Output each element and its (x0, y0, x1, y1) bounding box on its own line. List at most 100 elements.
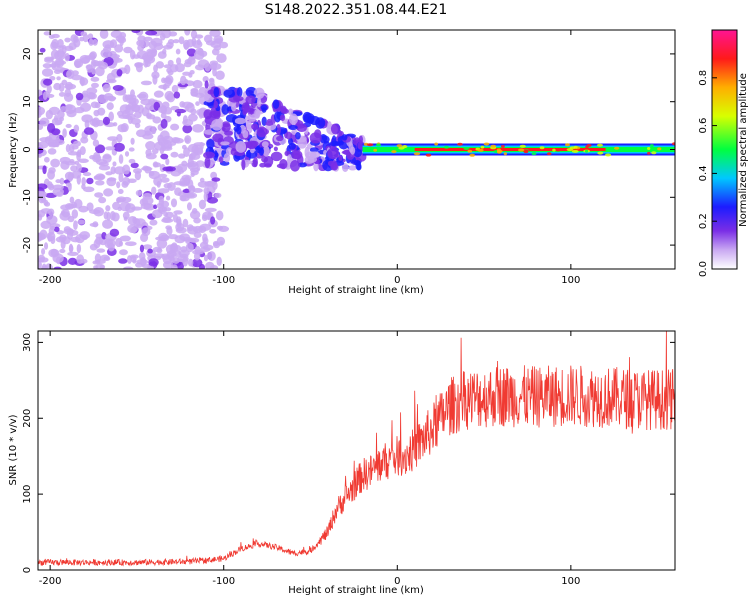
spectrogram-noise-cell (42, 63, 52, 69)
colorbar-tick-label: 0.2 (698, 213, 709, 229)
spectrogram-signal-cell (252, 156, 258, 168)
spectrogram-signal-cell (256, 97, 262, 108)
carrier-band-peak (467, 149, 473, 153)
spectrogram-noise-cell (138, 251, 146, 261)
spectrogram-noise-cell (43, 31, 51, 36)
spectrogram-noise-cell (100, 254, 110, 261)
spectrogram-noise-cell (170, 264, 178, 269)
spectrogram-noise-cell (161, 30, 172, 39)
spectrogram-noise-cell (76, 149, 82, 157)
spectrogram-noise-cell (38, 141, 49, 149)
spectrogram-signal-cell (233, 126, 240, 132)
spectrogram-signal-cell (241, 159, 246, 171)
spectrogram-signal-cell (297, 162, 307, 168)
spectrogram-noise-cell (43, 78, 53, 86)
carrier-band-peak (647, 146, 651, 150)
spectrogram-noise-cell (207, 251, 216, 261)
spectrogram-noise-cell (187, 143, 199, 153)
carrier-band-peak (402, 145, 408, 149)
spectrogram-noise-cell (177, 153, 186, 159)
spectrogram-noise-cell (86, 202, 94, 212)
spectrogram-signal-cell (242, 130, 249, 139)
spectrogram-noise-cell (117, 124, 128, 133)
spectrogram-noise-cell (179, 101, 186, 108)
spectrogram-y-tick-label: 20 (22, 48, 33, 61)
spectrogram-noise-cell (130, 226, 138, 234)
spectrogram-noise-cell (45, 93, 55, 98)
spectrogram-signal-cell (330, 123, 341, 135)
spectrogram-noise-cell (151, 186, 157, 195)
spectrogram-noise-cell (170, 198, 178, 208)
spectrogram-signal-cell (212, 133, 224, 143)
spectrogram-noise-cell (50, 142, 60, 147)
spectrogram-noise-cell (64, 45, 74, 52)
spectrogram-noise-cell (171, 242, 178, 251)
spectrogram-noise-cell (123, 266, 134, 269)
spectrogram-noise-cell (197, 181, 210, 188)
spectrogram-noise-cell (153, 90, 164, 98)
carrier-band-peak (649, 144, 654, 148)
spectrogram-noise-cell (103, 188, 114, 197)
spectrogram-noise-cell (160, 118, 168, 129)
snr-y-tick-label: 300 (22, 333, 33, 352)
spectrogram-signal-cell (295, 131, 301, 140)
spectrogram-noise-cell (173, 91, 181, 99)
snr-y-tick-label: 100 (22, 485, 33, 504)
spectrogram-noise-cell (128, 147, 135, 152)
carrier-band-peak (586, 143, 592, 147)
spectrogram-noise-cell (105, 146, 116, 151)
spectrogram-noise-cell (109, 210, 116, 221)
spectrogram-noise-cell (119, 249, 128, 256)
carrier-band-peak (657, 147, 662, 151)
spectrogram-signal-cell (246, 140, 258, 150)
spectrogram-noise-cell (52, 187, 64, 196)
spectrogram-noise-cell (182, 256, 189, 267)
spectrogram-noise-cell (48, 34, 55, 39)
spectrogram-signal-cell (288, 142, 296, 150)
spectrogram-noise-cell (178, 249, 190, 257)
spectrogram-signal-cell (280, 108, 289, 115)
spectrogram-signal-cell (279, 114, 286, 121)
spectrogram-noise-cell (76, 243, 82, 254)
spectrogram-noise-cell (67, 251, 79, 256)
spectrogram-noise-cell (64, 53, 70, 62)
carrier-band-peak (573, 145, 578, 149)
spectrogram-signal-cell (341, 163, 349, 172)
spectrogram-noise-cell (108, 111, 115, 122)
spectrogram-noise-cell (155, 236, 166, 241)
carrier-band-peak (463, 146, 470, 150)
spectrogram-noise-cell (80, 136, 89, 144)
spectrogram-noise-cell (175, 227, 187, 234)
spectrogram-signal-cell (256, 126, 268, 138)
spectrogram-x-tick-label: 100 (561, 275, 580, 286)
spectrogram-noise-cell (219, 41, 229, 49)
spectrogram-noise-cell (44, 156, 50, 163)
spectrogram-noise-cell (209, 264, 219, 269)
spectrogram-noise-cell (75, 92, 84, 101)
spectrogram-noise-cell (66, 109, 77, 118)
spectrogram-noise-cell (65, 104, 73, 111)
spectrogram-x-tick-label: 0 (394, 275, 400, 286)
carrier-band-peak (375, 143, 382, 147)
spectrogram-noise-cell (117, 188, 124, 195)
spectrogram-noise-cell (98, 165, 111, 171)
spectrogram-x-tick-label: -200 (39, 275, 62, 286)
spectrogram-noise-cell (112, 122, 118, 127)
spectrogram-noise-cell (81, 114, 93, 123)
spectrogram-noise-cell (41, 248, 46, 255)
spectrogram-signal-cell (262, 145, 270, 157)
spectrogram-noise-cell (67, 151, 79, 156)
colorbar-tick-label: 0.8 (698, 70, 709, 86)
spectrogram-y-axis-label: Frequency (Hz) (8, 112, 19, 188)
spectrogram-noise-cell (186, 202, 192, 211)
spectrogram-noise-cell (61, 208, 70, 218)
spectrogram-noise-cell (63, 226, 71, 233)
spectrogram-noise-cell (175, 57, 182, 65)
spectrogram-noise-cell (153, 162, 162, 168)
snr-x-ticks: -200 -100 0 100 (39, 331, 580, 587)
spectrogram-noise-cell (153, 204, 158, 210)
spectrogram-noise-cell (107, 243, 115, 252)
carrier-band-peak (614, 146, 620, 150)
